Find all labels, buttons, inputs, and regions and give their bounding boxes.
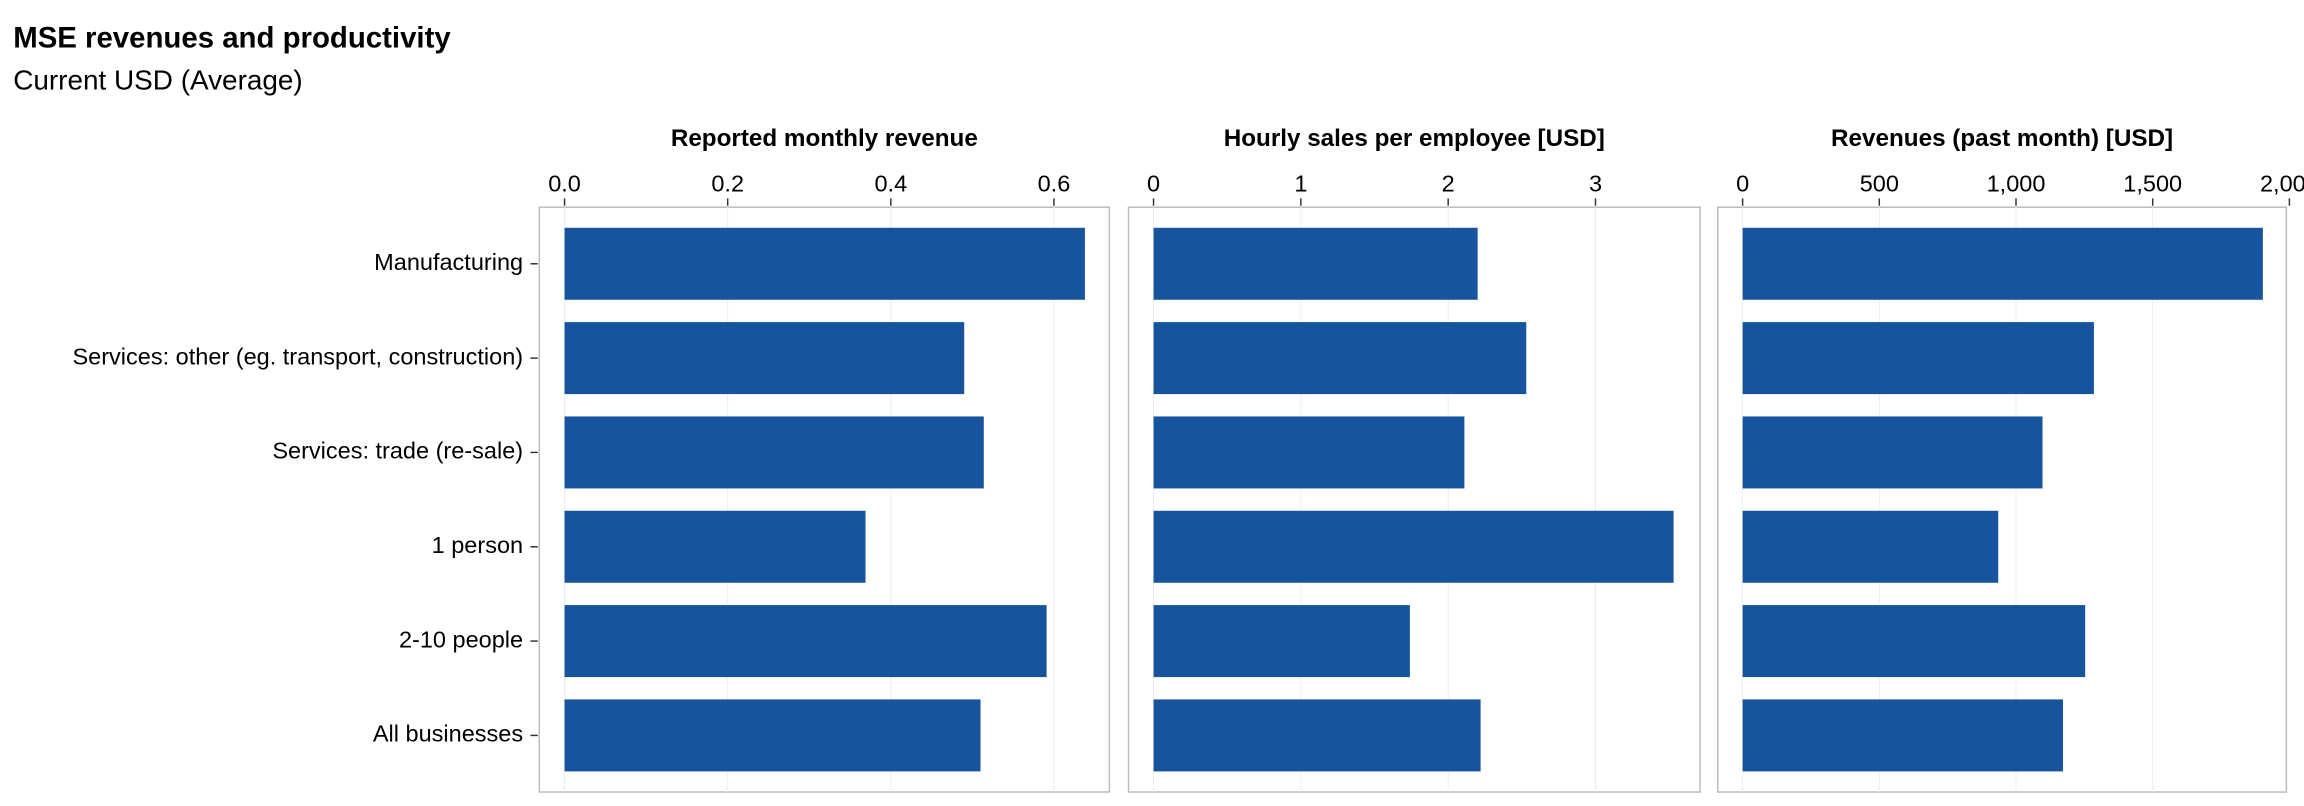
bar [1153, 605, 1410, 678]
x-tick-label: 0.2 [711, 170, 744, 196]
x-tick-label: 1,000 [1987, 170, 2046, 196]
bar [564, 605, 1047, 678]
x-tick-label: 500 [1860, 170, 1899, 196]
bar [1153, 510, 1674, 583]
x-tick-label: 0 [1736, 170, 1749, 196]
bar [1153, 227, 1478, 300]
bar [564, 227, 1085, 300]
x-tick-label: 2,000 [2260, 170, 2304, 196]
panel-title: Hourly sales per employee [USD] [1224, 125, 1605, 152]
panel-title: Revenues (past month) [USD] [1831, 125, 2173, 152]
bar [1742, 322, 2094, 395]
bar [1742, 416, 2043, 489]
x-tick-label: 0.6 [1038, 170, 1071, 196]
chart-title: MSE revenues and productivity [13, 21, 451, 54]
bar [1742, 510, 1999, 583]
bar [564, 416, 984, 489]
bar [564, 510, 866, 583]
bar [1742, 699, 2064, 772]
x-tick-label: 2 [1442, 170, 1455, 196]
x-tick-label: 1,500 [2123, 170, 2182, 196]
y-tick-label: Services: trade (re-sale) [272, 438, 523, 464]
y-tick-label: Services: other (eg. transport, construc… [72, 343, 523, 369]
x-tick-label: 0 [1147, 170, 1160, 196]
panel-title: Reported monthly revenue [671, 125, 978, 152]
x-tick-label: 1 [1294, 170, 1307, 196]
chart-area: MSE revenues and productivity Current US… [13, 21, 2304, 793]
bar [1153, 416, 1465, 489]
panel-border [1716, 206, 2288, 793]
panel-border [538, 206, 1111, 793]
panel-border [1127, 206, 1701, 793]
y-tick-label: 1 person [432, 532, 523, 558]
x-tick-label: 0.4 [874, 170, 907, 196]
x-tick-label: 3 [1589, 170, 1602, 196]
y-tick-label: All businesses [373, 721, 523, 747]
bar [1153, 322, 1527, 395]
chart-subtitle: Current USD (Average) [13, 65, 303, 96]
y-tick-label: 2-10 people [399, 626, 523, 652]
bar [564, 699, 981, 772]
bar [1742, 605, 2086, 678]
y-tick-label: Manufacturing [374, 249, 523, 275]
bar [1153, 699, 1481, 772]
bar [564, 322, 965, 395]
x-tick-label: 0.0 [548, 170, 581, 196]
bar [1742, 227, 2263, 300]
